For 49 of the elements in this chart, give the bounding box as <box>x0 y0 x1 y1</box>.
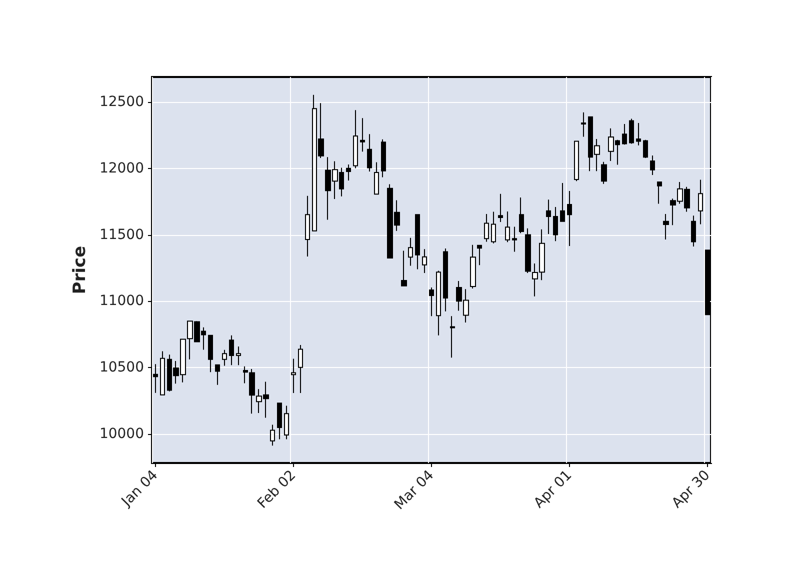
x-tick-label: Apr 01 <box>531 467 576 512</box>
y-tick-label: 10000 <box>99 426 144 442</box>
candlestick <box>546 199 551 235</box>
candlestick <box>622 123 627 146</box>
candlestick <box>367 134 372 172</box>
candlestick <box>560 182 565 222</box>
y-tick-label: 12000 <box>99 160 144 177</box>
candlestick <box>408 237 413 266</box>
y-tick-label: 10500 <box>99 359 144 376</box>
y-tick-label: 12500 <box>99 94 144 110</box>
candlestick <box>498 193 503 222</box>
candlestick <box>477 244 482 266</box>
candlestick <box>512 226 517 252</box>
candlestick <box>663 214 669 240</box>
y-tick-label: 11000 <box>99 293 144 310</box>
candlestick <box>525 228 531 274</box>
candlestick <box>249 368 255 414</box>
candlestick <box>277 402 282 440</box>
candlestick <box>650 155 655 176</box>
candlestick <box>346 164 351 181</box>
candlestick <box>553 206 558 242</box>
candlestick <box>215 364 220 386</box>
candlestick <box>643 139 648 159</box>
candlestick <box>567 190 572 246</box>
candlestick <box>636 122 641 146</box>
candlestick <box>236 346 241 366</box>
candlestick <box>429 287 434 317</box>
x-tick-label: Feb 02 <box>254 467 300 512</box>
candlestick <box>415 214 420 270</box>
candlestick <box>229 334 234 366</box>
candlestick <box>443 248 448 312</box>
x-tick-label: Apr 30 <box>669 467 714 512</box>
x-tick-label: Mar 04 <box>391 467 438 514</box>
candlestick <box>401 250 407 286</box>
candlestick <box>601 161 607 184</box>
candlestick <box>629 118 634 144</box>
candlestick <box>470 244 476 289</box>
candlestick <box>691 215 696 248</box>
candlestick <box>360 118 365 152</box>
x-tick-label: Jan 04 <box>118 467 162 510</box>
candlestick <box>381 138 386 178</box>
y-tick-label: 11500 <box>99 226 144 243</box>
y-axis-title: Price <box>70 246 90 294</box>
candlestick <box>519 196 524 234</box>
candlestick <box>657 182 662 204</box>
candlestick <box>581 112 586 138</box>
candlestick <box>243 366 248 384</box>
candlestick <box>450 316 455 358</box>
candlestick <box>208 334 213 373</box>
